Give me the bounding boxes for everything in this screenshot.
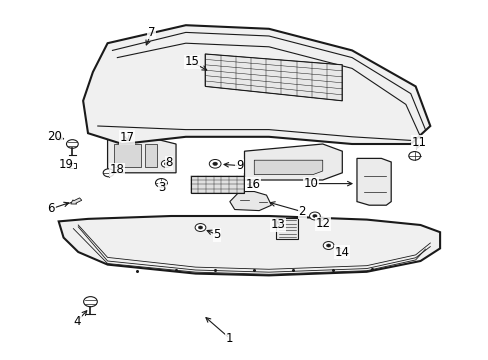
Text: 19: 19 [59,158,73,171]
Polygon shape [254,160,322,175]
Text: 14: 14 [334,246,349,258]
Circle shape [164,162,168,165]
Polygon shape [190,176,244,193]
Circle shape [326,244,330,247]
Circle shape [309,212,320,220]
Text: 8: 8 [165,156,173,169]
Text: 16: 16 [245,178,260,191]
Text: 4: 4 [73,315,81,328]
Text: 17: 17 [120,131,134,144]
Text: 20: 20 [47,130,62,143]
Circle shape [198,226,202,229]
Text: 1: 1 [225,332,233,345]
Text: 12: 12 [315,217,329,230]
Text: 13: 13 [270,219,285,231]
Circle shape [66,140,78,148]
Circle shape [161,160,171,167]
Text: 18: 18 [110,163,124,176]
Bar [144,144,157,167]
Circle shape [155,179,167,187]
Bar [68,163,76,168]
Text: 5: 5 [213,228,221,241]
Circle shape [212,162,217,166]
Text: 3: 3 [158,181,166,194]
Circle shape [408,152,420,160]
Bar [114,144,141,167]
Polygon shape [59,216,439,275]
Text: 6: 6 [47,202,55,215]
Polygon shape [356,158,390,205]
Polygon shape [83,25,429,144]
Polygon shape [276,218,298,239]
Polygon shape [205,54,342,101]
Circle shape [103,169,114,177]
Polygon shape [244,144,342,180]
FancyArrow shape [71,198,81,204]
Text: 7: 7 [147,26,155,39]
Text: 2: 2 [298,205,305,218]
Circle shape [323,242,333,249]
Polygon shape [229,192,271,211]
Polygon shape [107,137,176,173]
Text: 9: 9 [235,159,243,172]
Text: 10: 10 [303,177,318,190]
Text: 15: 15 [184,55,199,68]
Circle shape [209,159,221,168]
Circle shape [312,215,316,217]
Text: 11: 11 [411,136,426,149]
Circle shape [83,297,97,307]
Circle shape [195,224,205,231]
